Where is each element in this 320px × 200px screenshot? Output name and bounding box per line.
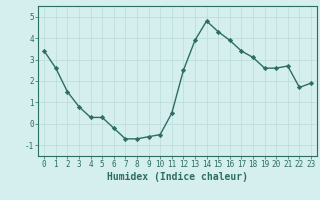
X-axis label: Humidex (Indice chaleur): Humidex (Indice chaleur) bbox=[107, 172, 248, 182]
